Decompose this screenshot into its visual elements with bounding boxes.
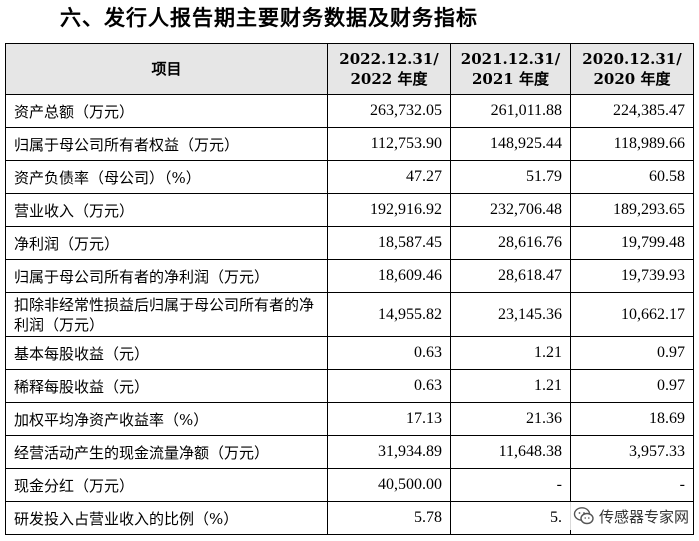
table-row: 归属于母公司所有者的净利润（万元） 18,609.46 28,618.47 19…	[5, 259, 694, 293]
value-2020: 60.58	[570, 160, 694, 194]
value-2021: 28,616.76	[450, 226, 571, 260]
row-label: 扣除非经常性损益后归属于母公司所有者的净利润（万元）	[5, 292, 328, 337]
value-2022: 18,587.45	[327, 226, 451, 260]
row-label: 经营活动产生的现金流量净额（万元）	[5, 435, 328, 469]
value-2020: 3,957.33	[570, 435, 694, 469]
table-row: 加权平均净资产收益率（%） 17.13 21.36 18.69	[5, 402, 694, 436]
value-2020: 19,799.48	[570, 226, 694, 260]
value-2022: 17.13	[327, 402, 451, 436]
value-2022: 14,955.82	[327, 292, 451, 337]
value-2020: 118,989.66	[570, 127, 694, 161]
row-label: 基本每股收益（元）	[5, 336, 328, 370]
table-row: 扣除非经常性损益后归属于母公司所有者的净利润（万元） 14,955.82 23,…	[5, 292, 694, 337]
value-2020: 19,739.93	[570, 259, 694, 293]
value-2020: 189,293.65	[570, 193, 694, 227]
value-2021: 23,145.36	[450, 292, 571, 337]
table-row: 稀释每股收益（元） 0.63 1.21 0.97	[5, 369, 694, 403]
value-2022: 47.27	[327, 160, 451, 194]
header-item: 项目	[5, 43, 328, 95]
value-2022: 192,916.92	[327, 193, 451, 227]
table-row: 归属于母公司所有者权益（万元） 112,753.90 148,925.44 11…	[5, 127, 694, 161]
value-2020: 18.69	[570, 402, 694, 436]
table-row: 资产总额（万元） 263,732.05 261,011.88 224,385.4…	[5, 94, 694, 128]
value-2022: 0.63	[327, 336, 451, 370]
value-2021: 21.36	[450, 402, 571, 436]
financial-data-table: 项目 2022.12.31/ 2022 年度 2021.12.31/ 2021 …	[5, 43, 694, 535]
value-2021: 261,011.88	[450, 94, 571, 128]
value-2020: -	[570, 468, 694, 502]
table-row: 净利润（万元） 18,587.45 28,616.76 19,799.48	[5, 226, 694, 260]
row-label: 归属于母公司所有者的净利润（万元）	[5, 259, 328, 293]
row-label: 营业收入（万元）	[5, 193, 328, 227]
section-heading: 六、发行人报告期主要财务数据及财务指标	[60, 6, 478, 30]
table-row: 基本每股收益（元） 0.63 1.21 0.97	[5, 336, 694, 370]
value-2022: 112,753.90	[327, 127, 451, 161]
row-label: 现金分红（万元）	[5, 468, 328, 502]
value-2021: 1.21	[450, 336, 571, 370]
row-label: 净利润（万元）	[5, 226, 328, 260]
value-2021: 1.21	[450, 369, 571, 403]
value-2020: 224,385.47	[570, 94, 694, 128]
row-label: 资产总额（万元）	[5, 94, 328, 128]
row-label: 资产负债率（母公司）（%）	[5, 160, 328, 194]
value-2022: 18,609.46	[327, 259, 451, 293]
header-2021: 2021.12.31/ 2021 年度	[450, 43, 571, 95]
table-row: 现金分红（万元） 40,500.00 - -	[5, 468, 694, 502]
value-2021: 51.79	[450, 160, 571, 194]
value-2022: 40,500.00	[327, 468, 451, 502]
value-2021: 5.	[450, 501, 571, 535]
value-2020: 10,662.17	[570, 292, 694, 337]
table-row: 营业收入（万元） 192,916.92 232,706.48 189,293.6…	[5, 193, 694, 227]
row-label: 归属于母公司所有者权益（万元）	[5, 127, 328, 161]
table-header-row: 项目 2022.12.31/ 2022 年度 2021.12.31/ 2021 …	[5, 43, 694, 95]
watermark: 传感器专家网	[568, 502, 693, 530]
value-2022: 5.78	[327, 501, 451, 535]
row-label: 稀释每股收益（元）	[5, 369, 328, 403]
value-2021: 232,706.48	[450, 193, 571, 227]
value-2021: 28,618.47	[450, 259, 571, 293]
wechat-icon	[573, 505, 595, 527]
value-2022: 31,934.89	[327, 435, 451, 469]
value-2020: 0.97	[570, 369, 694, 403]
value-2020: 0.97	[570, 336, 694, 370]
watermark-text: 传感器专家网	[598, 507, 689, 526]
header-2022: 2022.12.31/ 2022 年度	[327, 43, 451, 95]
row-label: 研发投入占营业收入的比例（%）	[5, 501, 328, 535]
table-row: 资产负债率（母公司）（%） 47.27 51.79 60.58	[5, 160, 694, 194]
header-2020: 2020.12.31/ 2020 年度	[570, 43, 694, 95]
value-2022: 263,732.05	[327, 94, 451, 128]
value-2021: -	[450, 468, 571, 502]
value-2021: 11,648.38	[450, 435, 571, 469]
value-2021: 148,925.44	[450, 127, 571, 161]
table-row: 经营活动产生的现金流量净额（万元） 31,934.89 11,648.38 3,…	[5, 435, 694, 469]
value-2022: 0.63	[327, 369, 451, 403]
row-label: 加权平均净资产收益率（%）	[5, 402, 328, 436]
